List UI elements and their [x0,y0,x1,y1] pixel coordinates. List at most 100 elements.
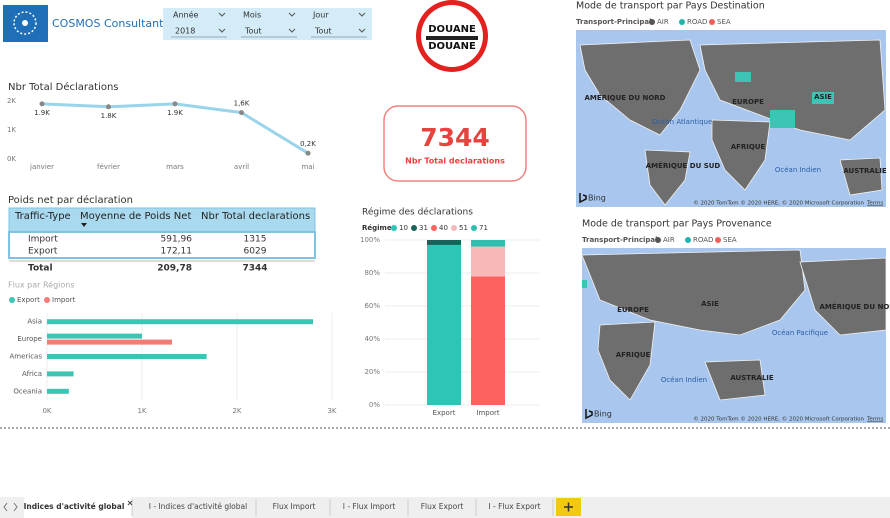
map-title: Mode de transport par Pays Destination [576,1,765,12]
map-label: ASIE [701,300,719,308]
legend-swatch [715,237,721,243]
table-cell: Total [28,264,53,274]
legend-label: 40 [439,224,448,232]
legend-label: AIR [657,18,669,26]
legend-label: AIR [663,236,675,244]
tab-label[interactable]: Indices d'activité global [24,502,125,511]
table-cell: Import [28,235,58,245]
map-attribution: © 2020 TomTom © 2020 HERE, © 2020 Micros… [693,416,864,423]
map-region [770,110,795,128]
bar-segment [471,240,505,247]
chevron[interactable] [358,12,366,33]
table-column-header: Moyenne de Poids Net [80,211,191,222]
legend-label: Export [17,296,40,304]
map-label: AFRIQUE [616,351,651,359]
map-terms[interactable]: Terms [866,417,883,423]
legend-label: ROAD [687,18,707,26]
value-label: 0,2K [300,140,316,148]
x-tick-label: mars [166,163,184,171]
value-label: 1.9K [167,109,183,117]
y-tick-label: Asia [27,318,42,326]
slicer-label: Année [173,10,199,20]
tab-bar [0,497,890,518]
table-cell: 591,96 [161,235,193,245]
bing-icon [579,193,587,204]
map-label: Océan Indien [775,166,821,174]
map-land [579,39,701,136]
x-tick-label: 0K [42,407,51,415]
map-legend-title: Transport-Principal [582,236,658,244]
map-region [812,92,834,104]
map-land [597,321,656,401]
legend-swatch [649,19,655,25]
x-tick-label: 3K [327,407,336,415]
y-tick-label: Africa [22,370,42,378]
bing-icon [585,409,593,420]
tab-label[interactable]: Flux Import [273,502,316,511]
legend-swatch [411,225,417,231]
map-brand: Bing [594,410,612,419]
y-tick-label: Oceania [13,387,42,395]
card-frame [383,105,527,182]
bar [47,319,313,325]
bar [47,339,173,345]
slicer-value[interactable]: Tout [244,27,262,36]
tab-next[interactable] [13,502,18,512]
map-label: AMÉRIQUE DU NORD [585,93,666,102]
legend-label: Import [52,296,75,304]
legend-swatch [9,297,15,303]
y-tick-label: 20% [364,368,380,376]
badge-line2: DOUANE [428,41,476,52]
active-tab [24,497,132,518]
map-label: EUROPE [732,98,764,106]
chevron[interactable] [288,12,296,33]
table-column-header: Nbr Total declarations [201,211,310,222]
y-tick-label: Americas [9,353,42,361]
map-region [582,280,587,288]
map-label: Océan Indien [661,376,707,384]
badge-bar [426,36,478,40]
x-tick-label: 1K [137,407,146,415]
y-tick-label: 1K [7,126,16,134]
x-tick-label: mai [301,163,314,171]
map-label: Océan Pacifique [772,329,828,337]
y-tick-label: 100% [360,236,380,244]
tab-label[interactable]: I - Indices d'activité global [149,502,247,511]
slicer-label: Jour [312,11,329,20]
bar-segment [471,246,505,277]
slicer-value[interactable]: 2018 [175,27,195,36]
table-column-header: Traffic-Type [14,211,71,222]
add-tab-icon [564,502,573,512]
legend-label: 51 [459,224,468,232]
y-tick-label: 0K [7,155,16,163]
map-region [735,72,751,82]
tab-label[interactable]: Flux Export [421,502,464,511]
tab-label[interactable]: I - Flux Import [343,502,396,511]
point [39,101,45,107]
tab-close[interactable] [127,500,133,506]
legend-swatch [471,225,477,231]
chart-title: Nbr Total Déclarations [8,81,119,93]
table-cell: 209,78 [157,264,192,274]
legend-swatch [431,225,437,231]
slicer-label: Mois [243,11,261,20]
point [305,150,311,156]
card-value: 7344 [420,123,490,152]
logo-dot [22,20,28,26]
legend-label: SEA [717,18,731,26]
bar [47,371,74,377]
tab-prev[interactable] [3,502,8,512]
tab-label[interactable]: I - Flux Export [488,502,540,511]
chevron[interactable] [218,12,226,33]
legend-swatch [391,225,397,231]
y-tick-label: 80% [364,269,380,277]
map-label: Océan Atlantique [652,118,713,126]
map-terms[interactable]: Terms [866,201,883,207]
slicer-value[interactable]: Tout [314,27,332,36]
point [172,101,178,107]
legend-swatch [709,19,715,25]
value-label: 1.8K [101,112,117,120]
y-tick-label: 0% [369,401,380,409]
chart-title: Régime des déclarations [362,207,473,218]
